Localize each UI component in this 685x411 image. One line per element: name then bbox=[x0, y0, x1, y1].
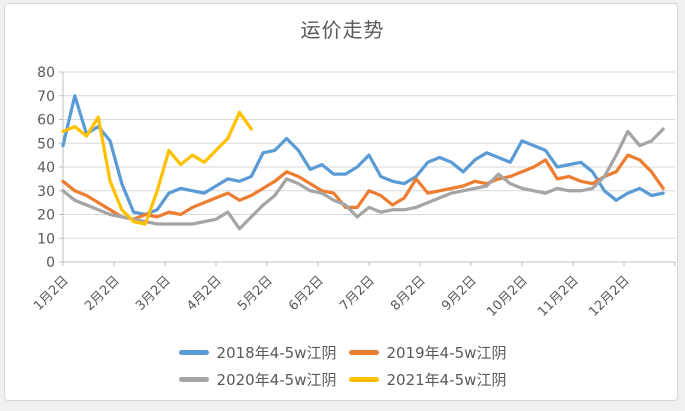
legend-label-2019: 2019年4-5w江阴 bbox=[386, 344, 507, 362]
legend-row-1: 2018年4-5w江阴 2019年4-5w江阴 bbox=[178, 340, 507, 365]
y-axis-label: 80 bbox=[37, 65, 55, 81]
y-axis-label: 30 bbox=[37, 184, 55, 200]
series-line-2020[interactable] bbox=[61, 127, 665, 231]
legend-swatch-2019 bbox=[348, 350, 379, 355]
x-axis-label: 1月2日 bbox=[31, 273, 72, 314]
legend-item-2020[interactable]: 2020年4-5w江阴 bbox=[178, 369, 337, 390]
series-line-2019[interactable] bbox=[61, 153, 665, 221]
series-line-2021[interactable] bbox=[61, 110, 253, 226]
x-axis-label: 5月2日 bbox=[235, 273, 276, 314]
y-axis-label: 70 bbox=[37, 89, 55, 105]
y-axis-label: 40 bbox=[37, 160, 55, 176]
legend-item-2018[interactable]: 2018年4-5w江阴 bbox=[178, 342, 337, 363]
x-axis-label: 10月2日 bbox=[484, 273, 531, 320]
x-axis-label: 8月2日 bbox=[388, 273, 429, 314]
legend-swatch-2020 bbox=[178, 377, 209, 382]
y-axis-label: 60 bbox=[37, 113, 55, 129]
series-line-2018[interactable] bbox=[61, 94, 665, 217]
y-axis-label: 50 bbox=[37, 136, 55, 152]
chart-title: 运价走势 bbox=[300, 18, 385, 42]
legend: 2018年4-5w江阴 2019年4-5w江阴 2020年4-5w江阴 2021… bbox=[0, 340, 685, 392]
legend-item-2019[interactable]: 2019年4-5w江阴 bbox=[348, 342, 507, 363]
x-axis-label: 3月2日 bbox=[133, 273, 174, 314]
legend-row-2: 2020年4-5w江阴 2021年4-5w江阴 bbox=[178, 367, 507, 392]
legend-label-2021: 2021年4-5w江阴 bbox=[386, 371, 507, 389]
x-axis-label: 6月2日 bbox=[286, 273, 327, 314]
x-axis-label: 7月2日 bbox=[337, 273, 378, 314]
legend-swatch-2018 bbox=[178, 350, 209, 355]
plot-area[interactable]: 0 10 20 30 40 50 60 70 80 1月2日 2月2日 3月2日 4月2日 5月2日 6月2… bbox=[0, 0, 685, 340]
x-axis-label: 11月2日 bbox=[535, 273, 582, 320]
y-axis-label: 0 bbox=[46, 255, 55, 271]
legend-swatch-2021 bbox=[348, 377, 379, 382]
legend-item-2021[interactable]: 2021年4-5w江阴 bbox=[348, 369, 507, 390]
x-axis-label: 4月2日 bbox=[184, 273, 225, 314]
x-axis-label: 2月2日 bbox=[82, 273, 123, 314]
x-axis-label: 9月2日 bbox=[439, 273, 480, 314]
x-axis-label: 12月2日 bbox=[586, 273, 633, 320]
legend-label-2020: 2020年4-5w江阴 bbox=[216, 371, 337, 389]
y-axis-label: 20 bbox=[37, 208, 55, 224]
y-axis-label: 10 bbox=[37, 231, 55, 247]
legend-label-2018: 2018年4-5w江阴 bbox=[216, 344, 337, 362]
